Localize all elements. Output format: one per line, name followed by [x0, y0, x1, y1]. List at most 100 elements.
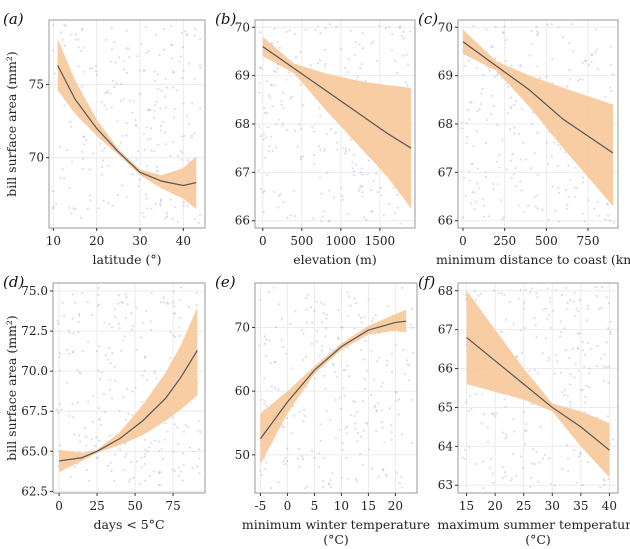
data-point [264, 400, 267, 403]
data-point [134, 386, 137, 389]
data-point [284, 456, 287, 460]
data-point [494, 57, 497, 60]
data-point [492, 104, 495, 107]
data-point [604, 218, 607, 221]
data-point [489, 458, 493, 461]
data-point [568, 179, 572, 182]
data-point [320, 320, 323, 324]
data-point [318, 466, 321, 469]
data-point [195, 291, 198, 295]
data-point [561, 36, 565, 39]
data-point [590, 347, 593, 350]
data-point [143, 355, 147, 358]
data-point [359, 348, 363, 352]
data-point [57, 411, 60, 414]
data-point [154, 202, 157, 205]
data-point [568, 41, 571, 44]
y-tick-label: 70 [438, 20, 453, 34]
data-point [473, 208, 476, 211]
data-point [468, 169, 471, 172]
data-point [304, 355, 308, 358]
data-point [503, 25, 506, 28]
x-tick-label: 50 [127, 499, 142, 513]
data-point [313, 456, 316, 460]
data-point [529, 485, 532, 488]
data-point [463, 457, 466, 461]
data-point [185, 33, 189, 36]
data-point [90, 313, 94, 316]
data-point [536, 32, 539, 35]
data-point [482, 487, 485, 490]
data-point [301, 358, 304, 362]
data-point [371, 320, 374, 323]
data-point [128, 480, 131, 483]
data-point [502, 466, 505, 469]
data-point [178, 60, 182, 64]
y-tick-label: 60 [235, 384, 250, 398]
data-point [182, 430, 185, 433]
data-point [268, 290, 271, 294]
data-point [595, 294, 598, 298]
data-point [581, 181, 585, 184]
data-point [122, 98, 125, 101]
data-point [375, 360, 379, 363]
data-point [505, 435, 508, 438]
data-point [324, 387, 327, 390]
data-point [125, 121, 128, 125]
data-point [319, 439, 322, 442]
data-point [513, 126, 516, 129]
data-point [126, 303, 129, 306]
data-point [370, 210, 373, 213]
x-tick-label: 25 [89, 499, 104, 513]
data-point [480, 92, 483, 95]
x-axis-label: elevation (m) [293, 252, 376, 267]
data-point [101, 159, 105, 162]
data-point [160, 447, 163, 450]
data-point [312, 217, 315, 220]
data-point [528, 369, 531, 372]
data-point [388, 202, 391, 205]
data-point [169, 357, 172, 360]
data-point [68, 352, 71, 355]
data-point [125, 71, 129, 75]
data-point [134, 119, 137, 122]
data-point [261, 68, 264, 71]
data-point [514, 166, 517, 170]
data-point [186, 204, 190, 207]
data-point [172, 116, 175, 119]
data-point [364, 387, 367, 390]
data-point [159, 199, 162, 203]
data-point [72, 207, 75, 210]
data-point [187, 123, 191, 126]
data-point [341, 448, 344, 451]
confidence-band [262, 36, 412, 209]
data-point [278, 46, 281, 49]
data-point [359, 67, 362, 70]
confidence-band [260, 309, 407, 465]
y-tick-label: 70 [29, 151, 44, 165]
data-point [136, 150, 139, 153]
data-point [578, 451, 581, 454]
data-point [474, 299, 478, 302]
data-point [323, 374, 326, 377]
data-point [357, 189, 360, 192]
data-point [392, 186, 395, 189]
data-point [339, 396, 342, 399]
data-point [581, 61, 584, 64]
data-point [401, 433, 404, 436]
y-tick-label: 63 [438, 478, 453, 492]
data-point [585, 385, 589, 388]
data-point [565, 286, 568, 289]
data-point [106, 89, 110, 93]
data-point [586, 461, 589, 464]
data-point [258, 125, 261, 129]
data-point [535, 25, 538, 28]
data-point [559, 371, 563, 375]
data-point [320, 219, 323, 223]
data-point [332, 363, 335, 367]
data-point [353, 414, 356, 418]
data-point [276, 40, 279, 43]
data-point [63, 177, 66, 180]
data-point [113, 479, 116, 482]
data-point [198, 472, 201, 475]
